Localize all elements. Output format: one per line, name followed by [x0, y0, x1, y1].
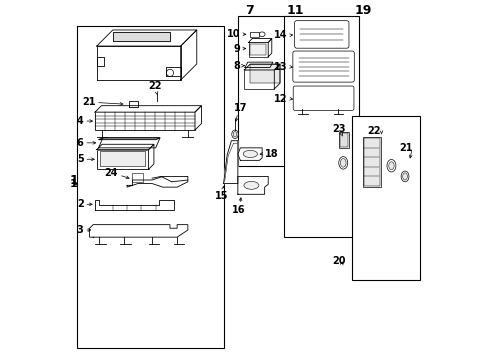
Polygon shape — [238, 176, 268, 194]
Polygon shape — [245, 62, 273, 67]
Polygon shape — [238, 148, 262, 160]
Text: 1: 1 — [70, 174, 79, 186]
Ellipse shape — [244, 181, 259, 189]
Text: 18: 18 — [265, 149, 278, 158]
Text: 19: 19 — [354, 4, 371, 17]
Ellipse shape — [156, 106, 164, 116]
Bar — [245, 70, 274, 89]
Text: 15: 15 — [215, 192, 228, 202]
Text: 13: 13 — [274, 62, 288, 72]
Ellipse shape — [341, 158, 346, 167]
Bar — [132, 173, 143, 182]
Polygon shape — [148, 144, 154, 169]
Bar — [363, 137, 381, 187]
FancyBboxPatch shape — [293, 86, 354, 111]
Ellipse shape — [339, 157, 348, 169]
FancyBboxPatch shape — [293, 51, 354, 82]
Bar — [250, 32, 259, 37]
Text: 9: 9 — [234, 44, 241, 54]
Text: 14: 14 — [274, 30, 288, 40]
Ellipse shape — [233, 132, 237, 137]
Text: 10: 10 — [227, 29, 241, 39]
Text: 6: 6 — [77, 138, 83, 148]
Polygon shape — [95, 200, 173, 210]
Polygon shape — [223, 141, 238, 184]
Bar — [248, 42, 268, 57]
Ellipse shape — [387, 159, 396, 172]
Text: 3: 3 — [77, 225, 83, 235]
Ellipse shape — [139, 112, 144, 118]
Bar — [339, 132, 348, 148]
Text: 5: 5 — [77, 154, 83, 164]
Ellipse shape — [243, 150, 258, 157]
Text: 21: 21 — [399, 143, 413, 153]
Ellipse shape — [158, 112, 162, 119]
Text: 20: 20 — [332, 256, 346, 266]
Text: 1: 1 — [69, 179, 77, 189]
Bar — [340, 133, 348, 147]
Text: 22: 22 — [148, 81, 162, 91]
Text: 22: 22 — [367, 126, 381, 136]
Polygon shape — [127, 176, 188, 187]
Ellipse shape — [138, 106, 145, 115]
Text: 24: 24 — [105, 168, 118, 178]
Text: 8: 8 — [233, 61, 241, 71]
Polygon shape — [97, 57, 104, 66]
Polygon shape — [113, 32, 170, 41]
Text: 11: 11 — [286, 4, 304, 17]
Bar — [77, 26, 223, 348]
Polygon shape — [129, 102, 138, 107]
Bar — [100, 152, 145, 166]
Bar — [364, 138, 380, 186]
Bar — [95, 112, 195, 130]
Ellipse shape — [389, 162, 394, 170]
Text: 17: 17 — [234, 103, 247, 113]
Bar — [352, 116, 420, 280]
Polygon shape — [245, 64, 280, 70]
FancyBboxPatch shape — [294, 21, 349, 48]
Polygon shape — [97, 144, 154, 150]
Polygon shape — [97, 46, 181, 80]
Text: 21: 21 — [82, 98, 96, 108]
Polygon shape — [98, 138, 160, 140]
Bar — [250, 44, 267, 55]
Text: 16: 16 — [232, 205, 245, 215]
Text: 12: 12 — [274, 94, 288, 104]
Text: 7: 7 — [245, 4, 254, 17]
Ellipse shape — [401, 171, 409, 182]
Polygon shape — [268, 39, 272, 57]
Text: 4: 4 — [77, 116, 83, 126]
Bar — [250, 64, 280, 83]
Ellipse shape — [232, 130, 238, 139]
Polygon shape — [195, 106, 201, 130]
Text: 23: 23 — [332, 123, 346, 134]
Bar — [238, 16, 295, 166]
Ellipse shape — [259, 32, 265, 37]
Bar — [284, 16, 359, 237]
Polygon shape — [248, 39, 272, 42]
Polygon shape — [274, 64, 280, 89]
Polygon shape — [95, 106, 201, 112]
Circle shape — [167, 69, 173, 76]
Polygon shape — [90, 225, 188, 237]
Polygon shape — [98, 138, 160, 148]
Bar — [97, 150, 148, 169]
Ellipse shape — [403, 173, 407, 180]
Polygon shape — [181, 30, 197, 80]
Polygon shape — [97, 30, 197, 46]
Polygon shape — [167, 67, 181, 76]
Text: 2: 2 — [77, 199, 83, 209]
